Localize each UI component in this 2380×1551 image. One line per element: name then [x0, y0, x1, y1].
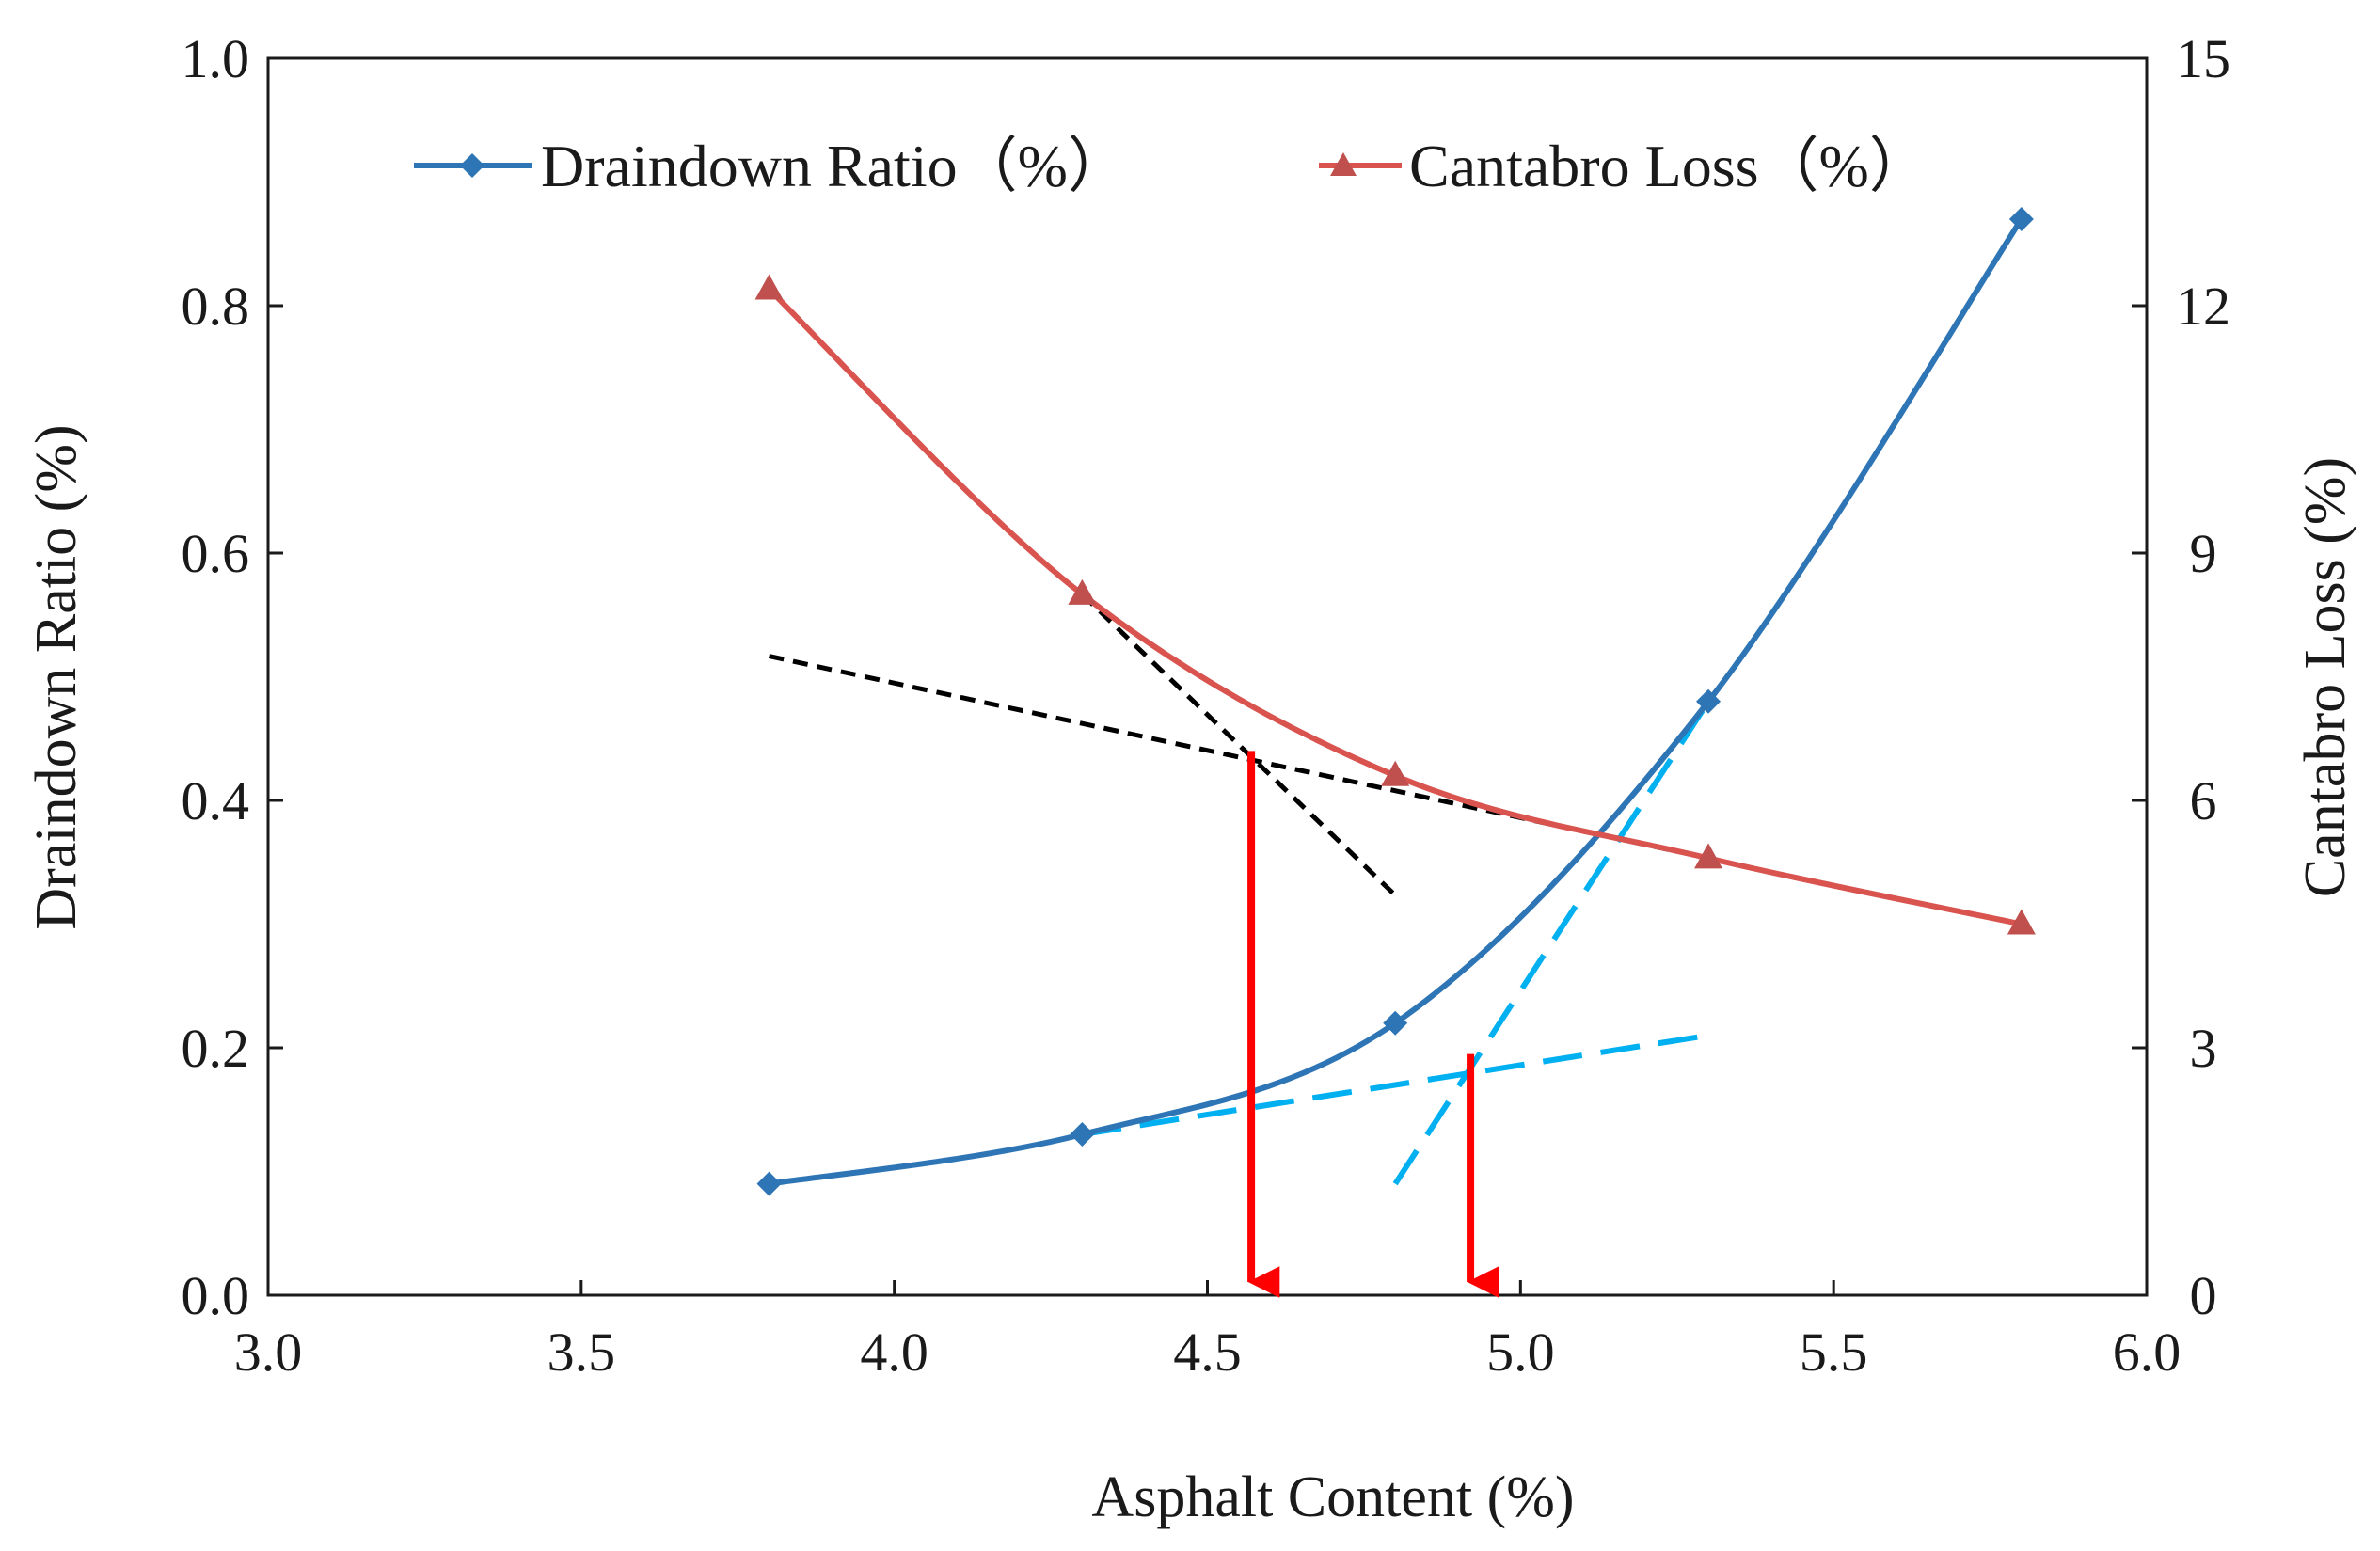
- y2-tick-label: 9: [2190, 523, 2217, 584]
- y-tick-label: 0.6: [182, 523, 250, 584]
- data-point-diamond: [2008, 206, 2034, 231]
- y-tick-label: 0.0: [182, 1265, 250, 1326]
- data-point-triangle: [1381, 760, 1410, 786]
- legend-item-cantabro: Cantabro Loss（%）: [1319, 133, 1929, 199]
- data-point-triangle: [1068, 578, 1097, 605]
- x-axis-ticks: 3.0 3.5 4.0 4.5 5.0 5.5 6.0: [234, 1280, 2182, 1383]
- indicator-arrows: [1247, 751, 1499, 1298]
- y-tick-label: 0.4: [182, 770, 250, 831]
- plot-area-frame: [266, 56, 2149, 1297]
- data-point-diamond: [756, 1171, 782, 1196]
- x-tick-label: 6.0: [2113, 1322, 2182, 1383]
- x-tick-label: 5.5: [1800, 1322, 1868, 1383]
- data-point-diamond: [1070, 1122, 1095, 1147]
- data-point-triangle: [1694, 843, 1723, 869]
- tangent-line: [1392, 700, 1711, 1186]
- y-tick-label: 0.8: [182, 276, 250, 337]
- data-point-triangle: [754, 274, 784, 300]
- y2-tick-label: 0: [2190, 1265, 2217, 1326]
- legend-marker-diamond-icon: [460, 153, 484, 178]
- tangent-line: [1080, 593, 1397, 897]
- x-axis-label: Asphalt Content (%): [1091, 1465, 1574, 1529]
- y-tick-label: 1.0: [182, 28, 250, 89]
- left-y-axis-label: Draindown Ratio (%): [24, 424, 88, 929]
- x-tick-label: 3.0: [234, 1322, 303, 1383]
- legend: Draindown Ratio（%） Cantabro Loss（%）: [414, 133, 1929, 199]
- tangent-line: [1081, 1032, 1709, 1138]
- legend-marker-triangle-icon: [1330, 152, 1357, 176]
- y2-tick-label: 6: [2190, 770, 2217, 831]
- right-y-axis-ticks: 0 3 6 9 12 15: [2132, 28, 2230, 1326]
- data-point-diamond: [1696, 688, 1722, 714]
- series-layer: [754, 206, 2036, 1196]
- y2-tick-label: 15: [2176, 28, 2230, 89]
- y2-tick-label: 12: [2176, 276, 2230, 337]
- legend-label-cantabro: Cantabro Loss（%）: [1409, 133, 1929, 199]
- left-y-axis-ticks: 0.0 0.2 0.4 0.6 0.8 1.0: [182, 28, 283, 1326]
- data-point-diamond: [1383, 1010, 1408, 1036]
- x-tick-label: 5.0: [1486, 1322, 1555, 1383]
- x-tick-label: 3.5: [547, 1322, 616, 1383]
- x-tick-label: 4.0: [860, 1322, 928, 1383]
- data-point-triangle: [2007, 909, 2036, 935]
- x-tick-label: 4.5: [1173, 1322, 1242, 1383]
- series-line-cantabro: [767, 287, 2023, 927]
- legend-item-draindown: Draindown Ratio（%）: [414, 133, 1128, 199]
- right-y-axis-label: Cantabro Loss (%): [2293, 457, 2357, 897]
- y2-tick-label: 3: [2190, 1018, 2217, 1079]
- series-line-draindown: [769, 217, 2024, 1187]
- tangent-lines: [769, 593, 1711, 1186]
- y-tick-label: 0.2: [182, 1018, 250, 1079]
- tangent-line: [769, 654, 1709, 861]
- legend-label-draindown: Draindown Ratio（%）: [541, 133, 1128, 199]
